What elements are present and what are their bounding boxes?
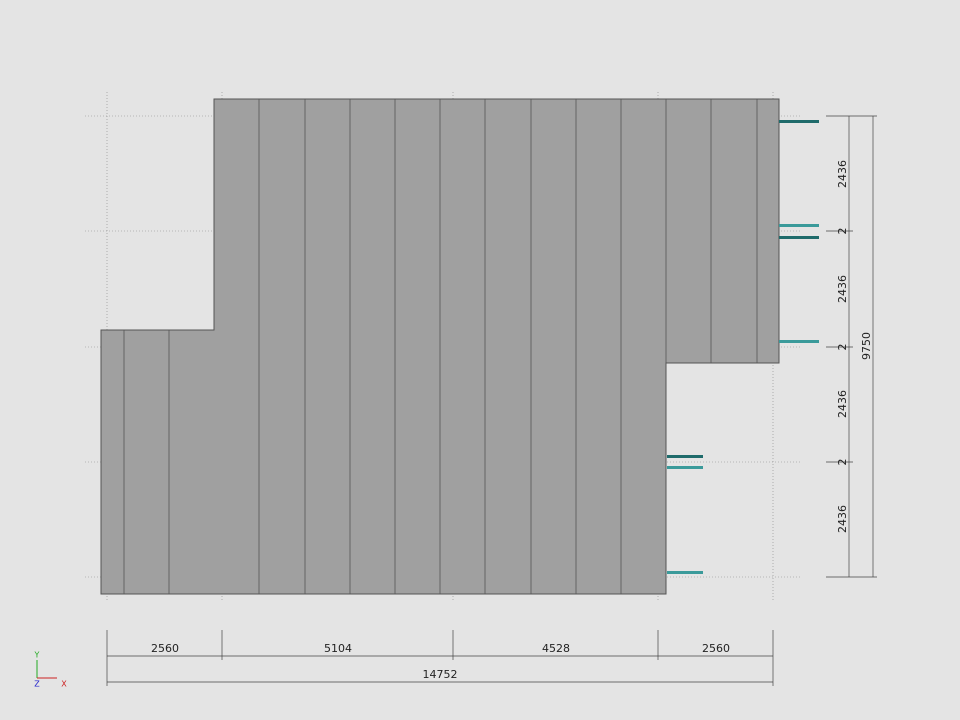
horizontal-dimensions: 2560 5104 4528 2560 14752 [106, 630, 774, 686]
axis-z: Z [34, 680, 40, 689]
axis-triad: Y Z X [34, 651, 68, 689]
gap-label: 2 [836, 228, 849, 235]
gap-label: 2 [836, 459, 849, 466]
dimension-label: 5104 [324, 642, 352, 655]
dimension-label: 2560 [151, 642, 179, 655]
dimension-label: 2436 [836, 275, 849, 303]
brackets [667, 120, 819, 574]
panels [123, 99, 758, 594]
dimension-label: 2436 [836, 390, 849, 418]
axis-x: X [61, 680, 67, 689]
dimension-total: 14752 [423, 668, 458, 681]
gap-label: 2 [836, 344, 849, 351]
dimension-label: 2436 [836, 160, 849, 188]
axis-y: Y [34, 651, 40, 660]
dimension-label: 4528 [542, 642, 570, 655]
vertical-dimensions: 2436 2436 2436 2436 2 2 2 9750 [826, 115, 877, 578]
dimension-label: 2560 [702, 642, 730, 655]
dimension-total: 9750 [860, 332, 873, 360]
dimension-label: 2436 [836, 505, 849, 533]
